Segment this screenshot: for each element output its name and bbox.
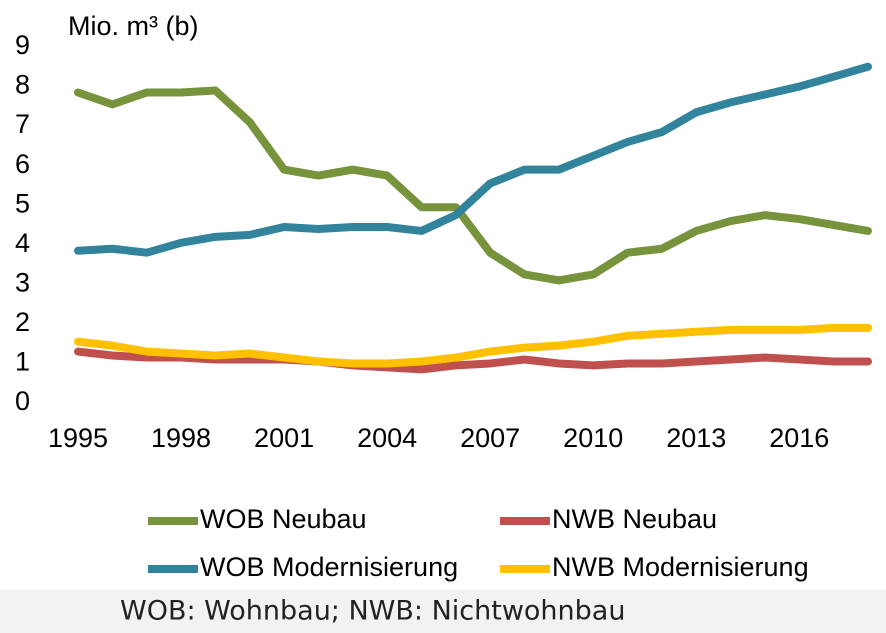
x-tick-label: 2001 [254,423,314,453]
x-tick-label: 2013 [666,423,726,453]
note: WOB: Wohnbau; NWB: Nichtwohnbau [120,596,625,627]
x-tick-label: 1998 [151,423,211,453]
legend-label: NWB Neubau [552,504,717,534]
legend-label: WOB Neubau [200,504,367,534]
legend-label: WOB Modernisierung [200,552,458,582]
y-tick-label: 2 [15,307,30,337]
y-tick-label: 8 [15,70,30,100]
y-tick-label: 1 [15,347,30,377]
x-tick-label: 1995 [48,423,108,453]
y-tick-label: 0 [15,386,30,416]
series-line [74,62,872,257]
x-tick-label: 2016 [769,423,829,453]
y-tick-label: 6 [15,149,30,179]
legend-label: NWB Modernisierung [552,552,809,582]
y-tick-label: 5 [15,188,30,218]
x-tick-label: 2004 [357,423,417,453]
y-tick-label: 3 [15,267,30,297]
y-axis-label: Mio. m³ (b) [68,11,199,41]
y-tick-label: 7 [15,109,30,139]
series-line [74,323,872,368]
y-tick-label: 9 [15,30,30,60]
note-band [0,590,886,633]
series-line [74,86,872,285]
x-tick-label: 2007 [460,423,520,453]
y-tick-label: 4 [15,228,30,258]
x-tick-label: 2010 [563,423,623,453]
